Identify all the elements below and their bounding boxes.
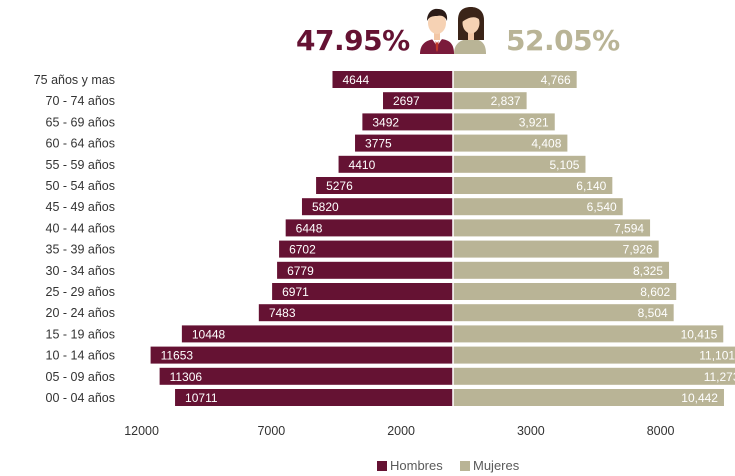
bar-hombres <box>285 219 453 237</box>
population-pyramid-chart: 75 años y mas 4644 4,766 70 - 74 años 2697 2,… <box>34 69 735 438</box>
bar-label-mujeres: 8,504 <box>638 306 668 320</box>
bar-label-hombres: 5820 <box>312 200 339 214</box>
age-group-label: 35 - 39 años <box>46 243 116 257</box>
gender-avatars <box>420 7 486 54</box>
bar-mujeres <box>453 134 568 152</box>
age-group-label: 20 - 24 años <box>46 306 116 320</box>
age-group-label: 70 - 74 años <box>46 94 116 108</box>
bar-label-mujeres: 4,766 <box>541 73 571 87</box>
bar-label-mujeres: 5,105 <box>549 158 579 172</box>
bar-mujeres <box>453 219 651 237</box>
bar-label-hombres: 4644 <box>342 73 369 87</box>
x-tick-label: 8000 <box>647 424 675 438</box>
bar-label-mujeres: 11,273 <box>704 370 735 384</box>
bar-mujeres <box>453 92 527 110</box>
bar-mujeres <box>453 198 623 216</box>
bar-hombres <box>316 177 453 194</box>
bar-label-mujeres: 6,140 <box>576 179 606 193</box>
bar-hombres <box>175 389 453 406</box>
bar-label-hombres: 6702 <box>289 243 316 257</box>
age-group-label: 00 - 04 años <box>46 391 116 405</box>
bar-hombres <box>277 261 453 279</box>
bar-label-hombres: 6779 <box>287 264 314 278</box>
bar-label-mujeres: 10,442 <box>681 391 718 405</box>
bar-label-mujeres: 8,325 <box>633 264 663 278</box>
bar-label-hombres: 10448 <box>192 327 226 341</box>
bar-hombres <box>159 367 453 385</box>
bar-label-hombres: 11653 <box>161 349 194 363</box>
bar-label-mujeres: 3,921 <box>519 115 549 129</box>
bar-label-hombres: 4410 <box>349 158 376 172</box>
bar-mujeres <box>453 367 735 385</box>
bar-hombres <box>181 325 454 343</box>
age-group-label: 15 - 19 años <box>46 327 116 341</box>
bar-hombres <box>258 304 453 322</box>
header: 47.95% 52.05% <box>0 0 735 70</box>
bar-hombres <box>338 155 453 173</box>
bar-label-hombres: 7483 <box>269 306 296 320</box>
bar-hombres <box>362 113 453 131</box>
age-group-label: 65 - 69 años <box>46 115 116 129</box>
bar-mujeres <box>453 240 659 258</box>
bar-mujeres <box>453 325 724 343</box>
age-group-label: 25 - 29 años <box>46 285 116 299</box>
legend-swatch-mujeres <box>460 461 470 471</box>
bar-label-mujeres: 2,837 <box>491 94 521 108</box>
legend-label-mujeres: Mujeres <box>473 458 520 473</box>
bar-hombres <box>383 92 453 110</box>
x-tick-label: 7000 <box>257 424 285 438</box>
woman-icon <box>454 7 486 54</box>
age-group-label: 10 - 14 años <box>46 349 116 363</box>
legend-item-hombres: Hombres <box>377 458 443 473</box>
x-tick-label: 3000 <box>517 424 545 438</box>
bar-mujeres <box>453 155 586 173</box>
age-group-label: 30 - 34 años <box>46 264 116 278</box>
bar-label-hombres: 11306 <box>170 370 203 384</box>
bar-label-mujeres: 7,926 <box>623 243 653 257</box>
bar-mujeres <box>453 177 613 194</box>
men-percentage: 47.95% <box>296 24 410 57</box>
age-group-label: 60 - 64 años <box>46 137 116 151</box>
bar-label-hombres: 3492 <box>372 115 399 129</box>
bar-hombres <box>332 71 453 88</box>
legend-swatch-hombres <box>377 461 387 471</box>
age-group-label: 45 - 49 años <box>46 200 116 214</box>
age-group-label: 05 - 09 años <box>46 370 116 384</box>
x-tick-label: 12000 <box>124 424 159 438</box>
bar-label-mujeres: 11,101 <box>699 349 735 363</box>
bar-hombres <box>279 240 453 258</box>
bar-label-hombres: 10711 <box>185 391 218 405</box>
age-group-label: 55 - 59 años <box>46 158 116 172</box>
bar-label-mujeres: 7,594 <box>614 221 644 235</box>
bar-mujeres <box>453 389 724 406</box>
legend-label-hombres: Hombres <box>390 458 443 473</box>
bar-mujeres <box>453 346 735 364</box>
bar-label-hombres: 2697 <box>393 94 420 108</box>
bar-mujeres <box>453 283 677 300</box>
age-group-label: 40 - 44 años <box>46 221 116 235</box>
bar-label-mujeres: 6,540 <box>587 200 617 214</box>
bar-mujeres <box>453 71 577 88</box>
legend-item-mujeres: Mujeres <box>460 458 519 473</box>
bar-mujeres <box>453 261 670 279</box>
age-group-label: 50 - 54 años <box>46 179 116 193</box>
bar-mujeres <box>453 304 674 322</box>
bar-mujeres <box>453 113 555 131</box>
x-tick-label: 2000 <box>387 424 415 438</box>
age-group-label: 75 años y mas <box>34 73 115 87</box>
bar-label-mujeres: 4,408 <box>531 137 561 151</box>
bar-hombres <box>272 283 453 300</box>
bar-hombres <box>150 346 453 364</box>
bar-hombres <box>355 134 453 152</box>
bar-label-hombres: 6971 <box>282 285 309 299</box>
bar-label-hombres: 6448 <box>296 221 323 235</box>
women-percentage: 52.05% <box>506 24 620 57</box>
man-icon <box>420 8 454 54</box>
bar-label-mujeres: 10,415 <box>681 327 718 341</box>
bar-hombres <box>301 198 453 216</box>
bar-label-mujeres: 8,602 <box>640 285 670 299</box>
bar-label-hombres: 5276 <box>326 179 353 193</box>
bar-label-hombres: 3775 <box>365 137 392 151</box>
